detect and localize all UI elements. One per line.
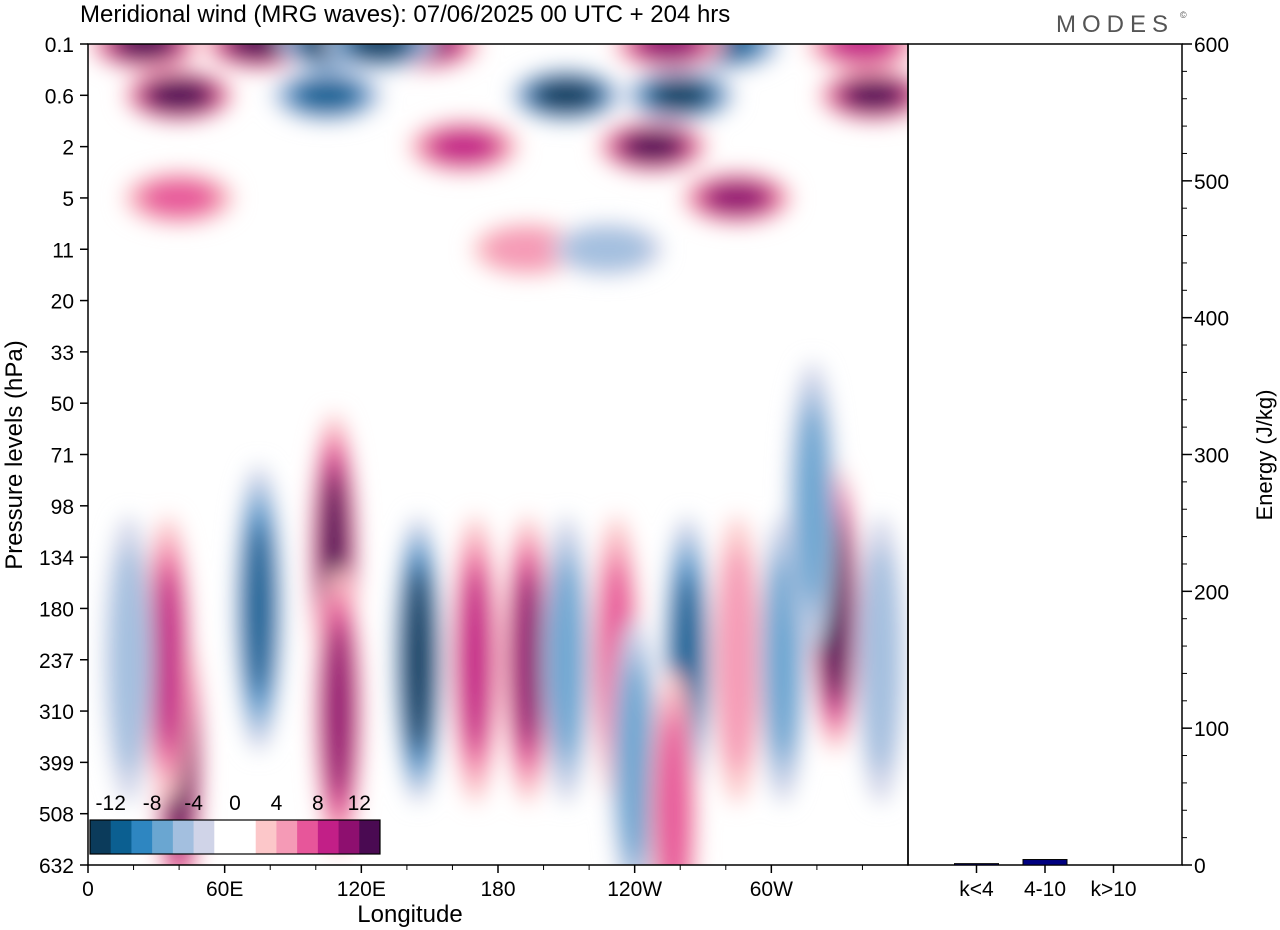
heatmap-feature — [788, 361, 837, 650]
heatmap-feature — [408, 120, 520, 174]
colorbar-tick-label: -8 — [143, 792, 162, 815]
y-tick-label: 11 — [52, 239, 74, 262]
y-tick-label: 134 — [39, 547, 74, 570]
energy-bar — [954, 863, 999, 866]
colorbar-swatch — [110, 820, 132, 854]
heatmap-feature — [610, 618, 659, 865]
colorbar-swatch — [317, 820, 340, 854]
x-tick-label: 180 — [480, 878, 515, 901]
x-tick-label: 120W — [607, 878, 662, 901]
colorbar: -12 -8 -4 0 4 8 12 — [89, 792, 381, 855]
heatmap-feature — [271, 68, 383, 122]
colorbar-swatch — [90, 820, 112, 854]
colorbar-swatch — [255, 820, 277, 854]
colorbar-tick-label: 0 — [229, 792, 241, 815]
heatmap-feature — [234, 464, 283, 753]
energy-tick-label: 600 — [1194, 34, 1229, 57]
heatmap-feature — [807, 44, 908, 71]
heatmap-feature — [143, 515, 192, 804]
heatmap-feature — [123, 171, 235, 225]
colorbar-tick-label: 12 — [348, 792, 371, 815]
energy-tick-label: 0 — [1194, 855, 1206, 878]
y-tick-label: 0.1 — [45, 34, 74, 57]
colorbar-tick-label: 4 — [271, 792, 283, 815]
heatmap-feature — [472, 222, 583, 276]
y-tick-label: 237 — [39, 650, 74, 673]
colorbar-swatch — [359, 820, 381, 854]
colorbar-swatch — [172, 820, 195, 854]
y-tick-label: 2 — [62, 137, 74, 160]
y-tick-label: 98 — [51, 496, 74, 519]
colorbar-swatch — [235, 820, 257, 854]
y-tick-label: 180 — [39, 598, 74, 621]
y-tick-label: 632 — [39, 855, 74, 878]
heatmap-feature — [713, 515, 762, 804]
heatmap-feature — [681, 171, 793, 225]
colorbar-swatch — [214, 820, 236, 854]
heatmap-feature — [314, 567, 363, 856]
x-tick-label: 120E — [337, 878, 386, 901]
colorbar-tick-label: -12 — [96, 792, 126, 815]
colorbar-frame — [89, 819, 381, 855]
heatmap-feature — [511, 68, 622, 122]
colorbar-tick-label: -4 — [184, 792, 203, 815]
heatmap-feature — [542, 515, 591, 804]
heatmap-feature — [552, 222, 663, 276]
colorbar-swatch — [297, 820, 319, 854]
y-tick-label: 508 — [39, 804, 74, 827]
bar-category-label: k<4 — [959, 878, 994, 901]
x-tick-label: 0 — [82, 878, 94, 901]
y-tick-label: 20 — [51, 291, 74, 314]
heatmap-feature — [451, 515, 500, 804]
energy-bar — [1022, 859, 1068, 866]
colorbar-swatch — [131, 820, 153, 854]
energy-tick-label: 400 — [1194, 308, 1229, 331]
y-tick-label: 71 — [51, 445, 74, 468]
heatmap-feature — [123, 68, 235, 122]
y-tick-label: 310 — [39, 701, 74, 724]
energy-tick-label: 300 — [1194, 445, 1229, 468]
heatmap-feature — [503, 515, 552, 804]
y-tick-label: 33 — [51, 342, 74, 365]
colorbar-tick-label: 8 — [312, 792, 324, 815]
heatmap-feature — [625, 68, 736, 122]
heatmap-feature — [818, 68, 908, 122]
colorbar-swatch — [276, 820, 298, 854]
energy-tick-label: 500 — [1194, 171, 1229, 194]
chart-title: Meridional wind (MRG waves): 07/06/2025 … — [80, 1, 730, 28]
brand-logo: MODES — [1056, 11, 1174, 38]
heatmap-feature — [856, 515, 905, 804]
y-tick-label: 0.6 — [45, 85, 74, 108]
heatmap-feature — [324, 44, 435, 71]
heatmap-feature — [597, 120, 709, 174]
energy-tick-label: 100 — [1194, 718, 1229, 741]
energy-axis-label: Energy (J/kg) — [1252, 390, 1277, 521]
heatmap-feature — [89, 44, 201, 71]
energy-panel-frame — [907, 43, 1183, 866]
x-axis-label: Longitude — [357, 901, 462, 928]
y-tick-label: 50 — [51, 393, 74, 416]
y-tick-label: 399 — [39, 752, 74, 775]
brand-mark: © — [1180, 10, 1187, 20]
bar-category-label: 4-10 — [1024, 878, 1066, 901]
y-axis-label: Pressure levels (hPa) — [1, 340, 28, 569]
bar-category-label: k>10 — [1090, 878, 1136, 901]
colorbar-swatch — [152, 820, 174, 854]
heatmap-feature — [649, 669, 698, 865]
x-tick-label: 60W — [750, 878, 793, 901]
x-tick-label: 60E — [206, 878, 243, 901]
heatmap-feature — [105, 515, 153, 804]
heatmap-feature — [613, 44, 725, 71]
y-tick-label: 5 — [62, 188, 74, 211]
heatmap-feature — [394, 515, 443, 804]
colorbar-swatch — [338, 820, 360, 854]
heatmap-canvas — [89, 44, 908, 865]
energy-tick-label: 200 — [1194, 581, 1229, 604]
colorbar-swatch — [193, 820, 215, 854]
